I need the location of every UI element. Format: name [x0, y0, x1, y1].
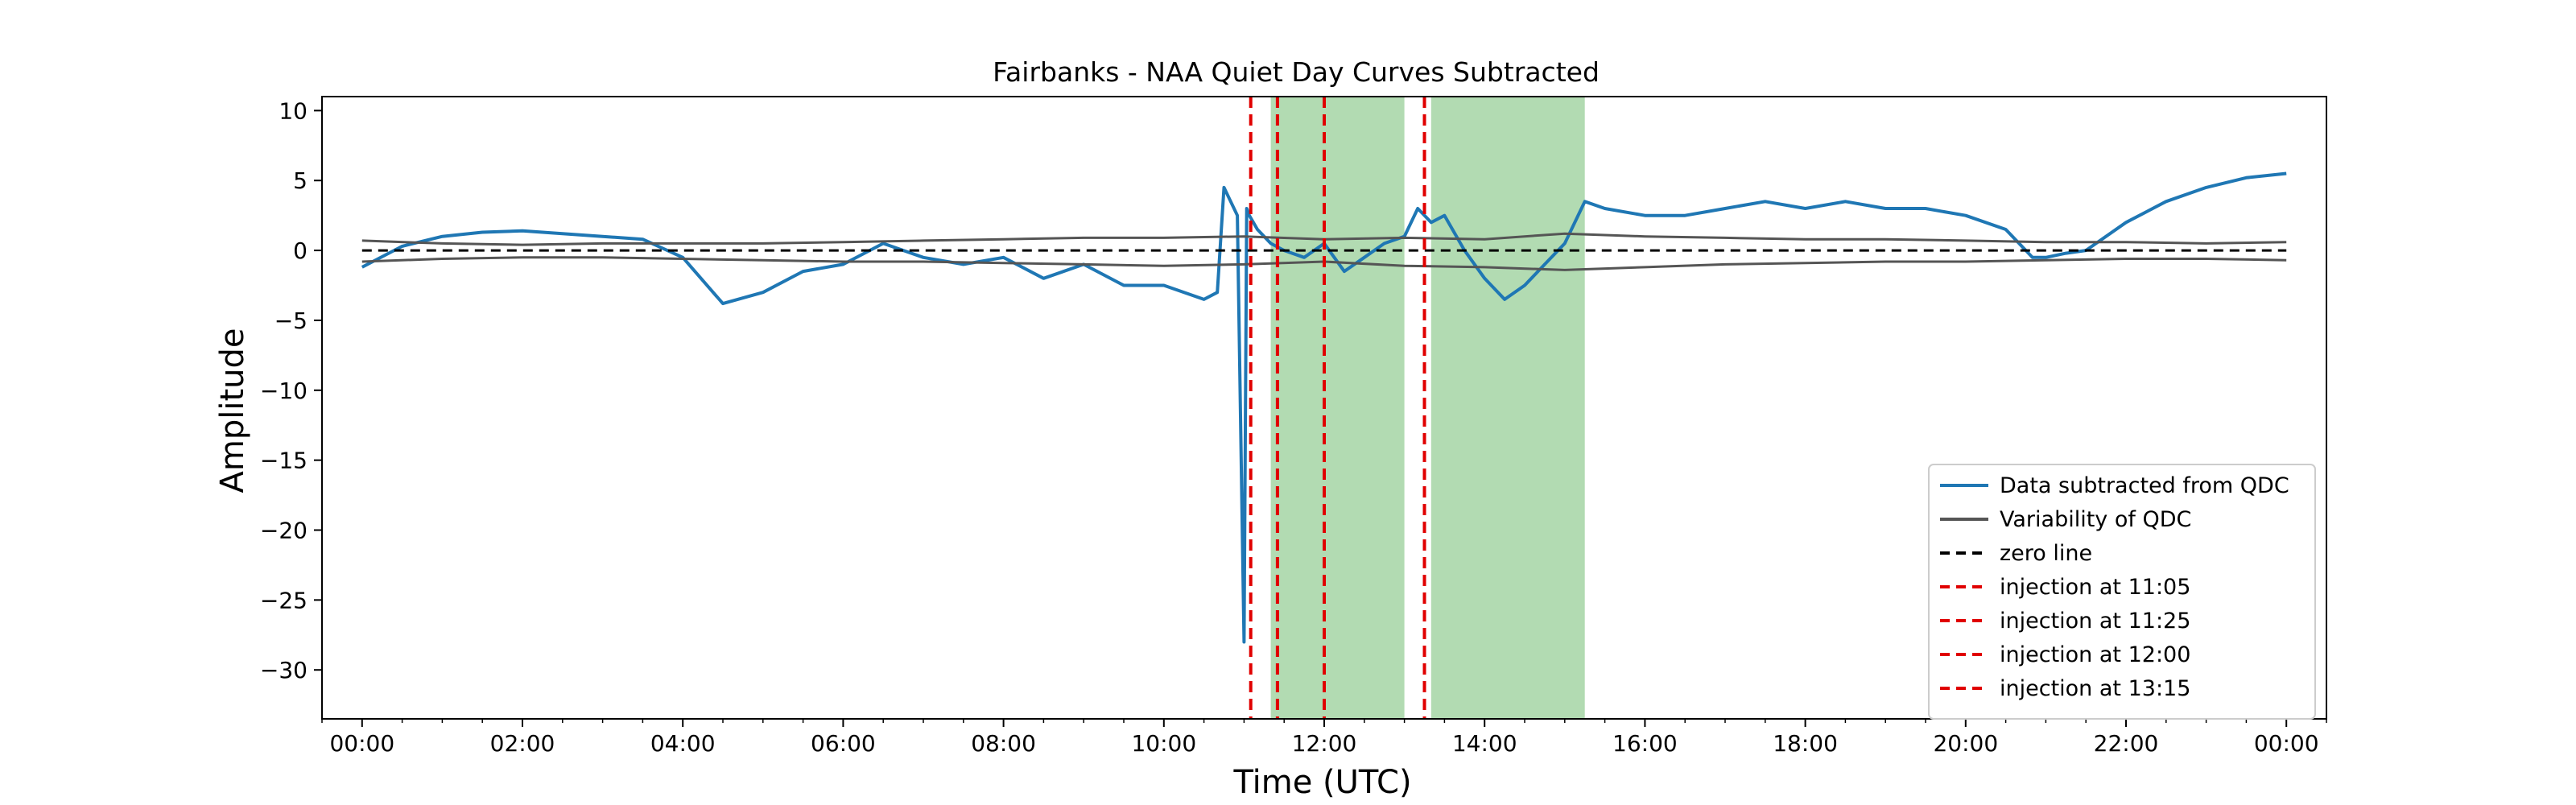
plot-area	[361, 97, 2287, 719]
x-tick-label: 10:00	[1131, 730, 1196, 757]
shaded-region-1	[1270, 97, 1405, 719]
x-tick-label: 04:00	[650, 730, 716, 757]
x-tick-label: 06:00	[811, 730, 876, 757]
legend-label: Data subtracted from QDC	[2000, 473, 2289, 498]
y-tick-label: −30	[260, 657, 308, 683]
legend-label: zero line	[2000, 541, 2092, 566]
injection-lines	[1249, 97, 1426, 719]
legend-label: injection at 13:15	[2000, 676, 2190, 701]
x-tick-label: 12:00	[1292, 730, 1357, 757]
chart-title: Fairbanks - NAA Quiet Day Curves Subtrac…	[993, 56, 1600, 88]
y-tick-label: −25	[260, 587, 308, 613]
y-tick-label: 10	[279, 97, 308, 124]
legend-box	[1928, 464, 2316, 720]
legend-label: injection at 12:00	[2000, 642, 2190, 667]
data-line	[361, 171, 2287, 644]
legend-label: Variability of QDC	[2000, 507, 2191, 532]
y-tick-label: −5	[275, 308, 308, 334]
y-tick-label: −20	[260, 517, 308, 543]
y-tick-label: −15	[260, 448, 308, 474]
y-tick-label: 0	[293, 237, 308, 264]
x-tick-label: 22:00	[2094, 730, 2159, 757]
y-axis-label: Amplitude	[214, 328, 251, 493]
x-tick-label: 08:00	[971, 730, 1036, 757]
y-tick-label: 5	[293, 167, 308, 194]
x-tick-label: 14:00	[1452, 730, 1517, 757]
y-tick-label: −10	[260, 378, 308, 404]
legend-label: injection at 11:05	[2000, 575, 2190, 600]
x-axis: 00:00 02:00 04:00 06:00 08:00 10:00 12:00 14:00…	[321, 719, 2327, 757]
x-tick-label: 20:00	[1933, 730, 1998, 757]
y-axis: 10 5 0 −5 −10 −15 −20 −25 −30	[260, 97, 322, 683]
x-axis-label: Time (UTC)	[1232, 764, 1411, 801]
x-tick-label: 16:00	[1612, 730, 1678, 757]
x-tick-label: 00:00	[2254, 730, 2319, 757]
legend: Data subtracted from QDC Variability of Q…	[1928, 464, 2316, 720]
shaded-region-2	[1430, 97, 1585, 719]
shaded-regions	[1270, 97, 1585, 719]
x-tick-label: 18:00	[1773, 730, 1838, 757]
x-tick-label: 02:00	[490, 730, 555, 757]
x-tick-label: 00:00	[329, 730, 394, 757]
legend-label: injection at 11:25	[2000, 609, 2190, 634]
